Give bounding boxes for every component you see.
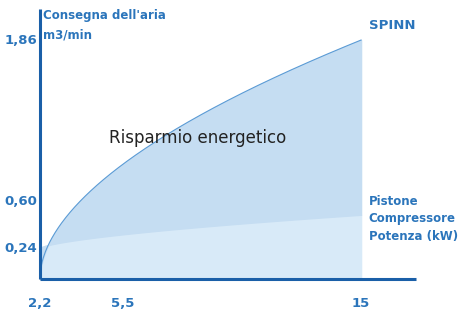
Text: Risparmio energetico: Risparmio energetico — [110, 129, 287, 147]
Text: 15: 15 — [352, 297, 370, 310]
Text: 0,60: 0,60 — [4, 195, 37, 208]
Text: Pistone: Pistone — [369, 195, 418, 208]
Text: Compressore: Compressore — [369, 212, 456, 225]
Text: m3/min: m3/min — [42, 29, 92, 41]
Text: SPINN: SPINN — [369, 19, 415, 32]
Text: 2,2: 2,2 — [28, 297, 52, 310]
Text: Potenza (kW): Potenza (kW) — [369, 230, 458, 243]
Text: Consegna dell'aria: Consegna dell'aria — [42, 9, 165, 22]
Text: 0,24: 0,24 — [4, 242, 37, 255]
Text: 5,5: 5,5 — [111, 297, 135, 310]
Text: 1,86: 1,86 — [4, 34, 37, 47]
